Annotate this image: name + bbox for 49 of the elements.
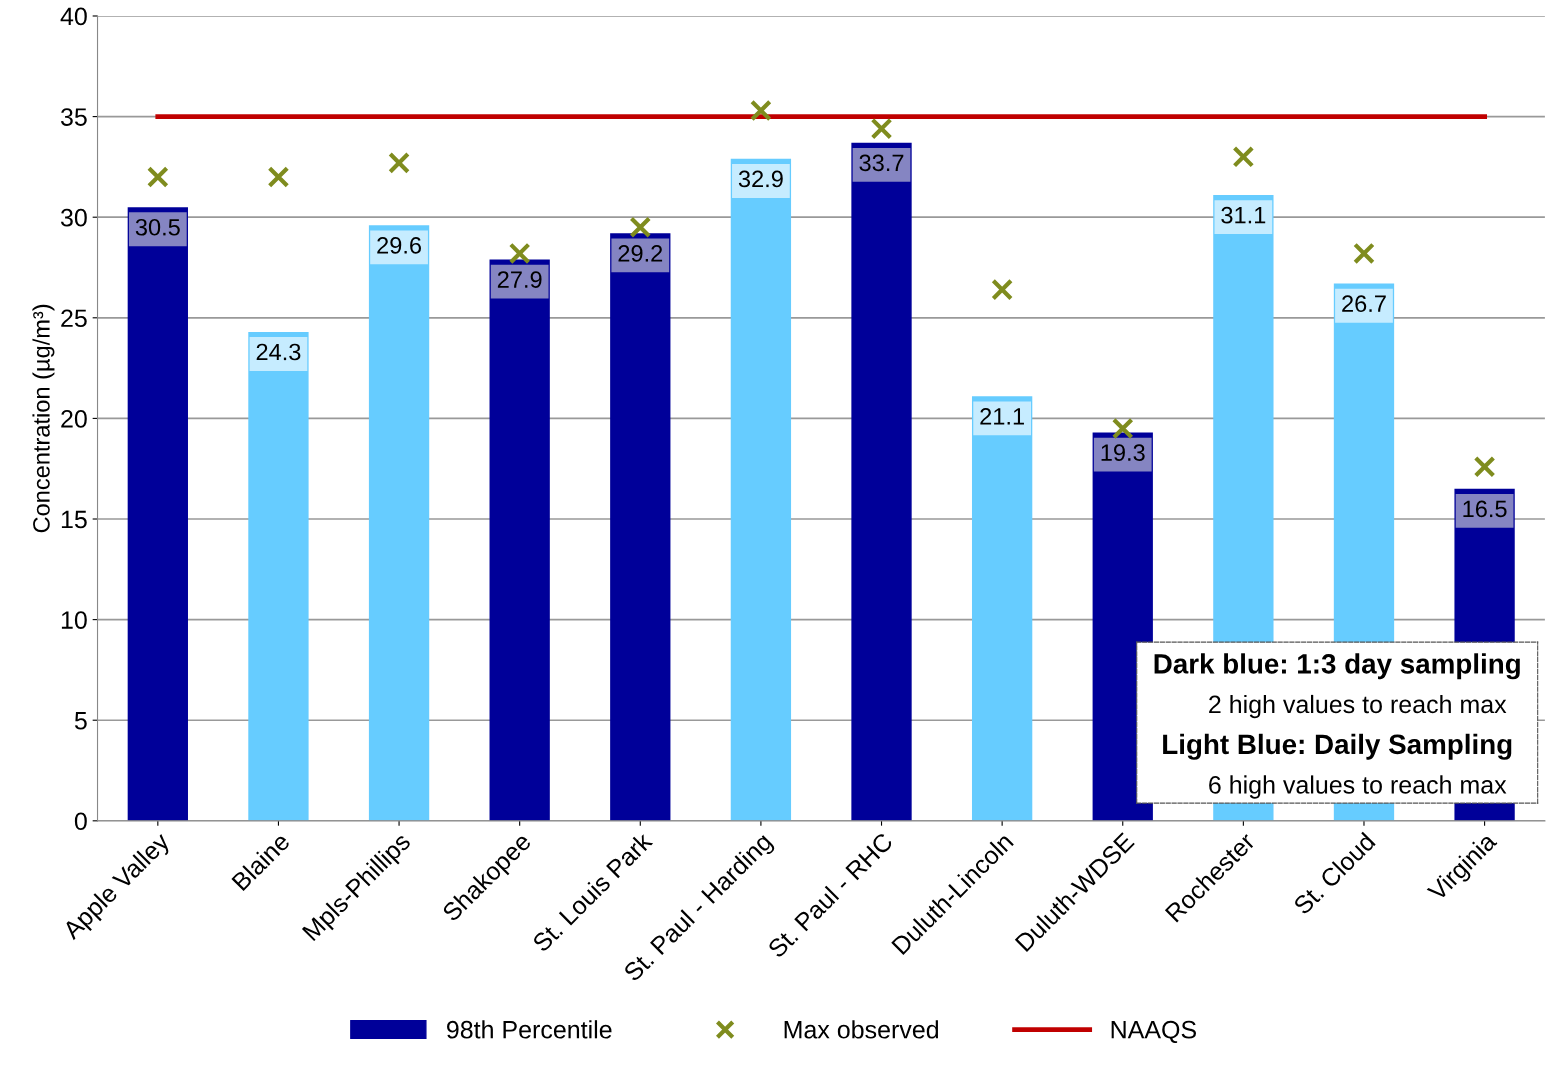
legend-label: NAAQS — [1111, 1020, 1196, 1044]
data-label: 16.5 — [1463, 500, 1507, 518]
y-tick-label: 30 — [60, 208, 87, 227]
point — [1473, 455, 1496, 478]
data-label: 27.9 — [497, 271, 542, 288]
data-label: 32.9 — [738, 170, 783, 188]
y-tick-label: 0 — [74, 812, 87, 831]
point — [1111, 417, 1134, 440]
point — [267, 166, 290, 188]
y-tick-label: 15 — [61, 510, 87, 529]
annotation: 6 high values to reach max — [1209, 775, 1507, 799]
bar — [610, 233, 671, 821]
legend-label: Max observed — [784, 1020, 939, 1039]
bar — [851, 142, 912, 821]
point — [870, 117, 893, 140]
y-tick-label: 20 — [61, 410, 87, 428]
legend-label: 98th Percentile — [447, 1020, 612, 1039]
annotation: Light Blue: Daily Sampling — [1163, 733, 1512, 760]
y-tick-label: 35 — [60, 108, 87, 126]
data-label: 31.1 — [1221, 206, 1266, 224]
data-label: 29.6 — [377, 237, 421, 254]
annotation: Dark blue: 1:3 day sampling — [1154, 653, 1520, 680]
bar — [730, 158, 792, 821]
bar — [127, 207, 188, 821]
annotation: 2 high values to reach max — [1209, 694, 1507, 719]
point — [146, 166, 169, 188]
data-label: 19.3 — [1101, 444, 1145, 461]
y-tick-label: 40 — [60, 7, 87, 26]
y-axis-title: Concentration (µg/m³) — [32, 304, 55, 533]
y-tick-label: 10 — [61, 611, 87, 629]
point — [508, 242, 531, 265]
point — [1232, 145, 1255, 168]
bar — [368, 225, 430, 821]
data-label: 29.2 — [618, 245, 663, 262]
point — [1353, 242, 1375, 265]
data-label: 21.1 — [980, 408, 1024, 425]
bar — [489, 259, 550, 821]
bar — [971, 396, 1033, 821]
point — [750, 99, 772, 122]
y-tick-label: 5 — [74, 712, 87, 730]
point — [629, 216, 652, 239]
data-label: 26.7 — [1342, 295, 1386, 313]
data-label: 30.5 — [135, 218, 180, 236]
point — [991, 278, 1014, 301]
bar — [248, 331, 309, 821]
y-tick-label: 25 — [61, 309, 87, 328]
point — [388, 152, 410, 174]
data-label: 24.3 — [256, 343, 301, 361]
data-label: 33.7 — [859, 154, 904, 172]
